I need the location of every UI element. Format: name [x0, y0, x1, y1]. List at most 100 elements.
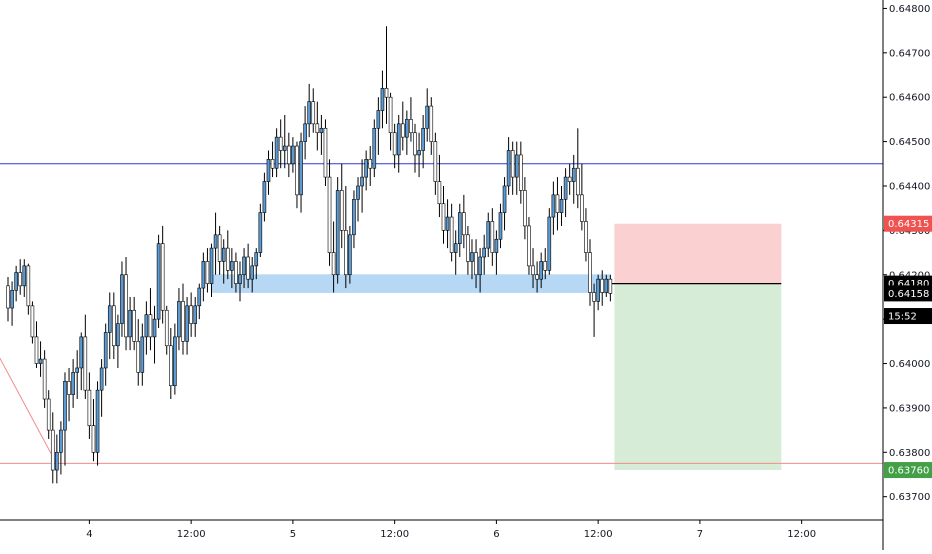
- candle-body: [201, 261, 206, 289]
- x-tick-label: 12:00: [177, 529, 206, 540]
- candle-body: [242, 256, 246, 276]
- candle-body: [462, 212, 466, 236]
- candle-body: [91, 425, 96, 453]
- candle-body: [348, 234, 352, 276]
- candle-body: [474, 252, 478, 276]
- candle-body: [575, 167, 580, 196]
- candle-body: [494, 238, 499, 253]
- candle-body: [34, 336, 39, 364]
- take-profit-zone: [614, 283, 782, 471]
- candle-body: [449, 216, 454, 253]
- candle-body: [470, 252, 474, 262]
- candles: [6, 26, 613, 484]
- candle-body: [498, 212, 503, 240]
- candle-body: [140, 336, 145, 373]
- candle-body: [396, 123, 401, 156]
- candle-body: [116, 323, 120, 347]
- candle-body: [563, 176, 568, 200]
- candle-body: [169, 345, 173, 387]
- trend-line: [0, 357, 54, 457]
- candle-body: [323, 127, 328, 178]
- price-tag-label: 0.63760: [888, 466, 929, 477]
- x-tick-label: 6: [493, 529, 499, 540]
- candle-body: [372, 127, 377, 169]
- price-tag: [884, 462, 932, 479]
- candle-body: [46, 398, 51, 431]
- candle-body: [181, 301, 185, 342]
- candle-body: [608, 278, 613, 294]
- price-tag-label: 0.64180: [888, 279, 929, 290]
- candle-body: [156, 243, 161, 320]
- candle-body: [205, 261, 210, 284]
- candle-body: [99, 367, 104, 391]
- candle-body: [189, 305, 193, 324]
- candle-body: [482, 247, 486, 258]
- candle-body: [42, 358, 47, 400]
- x-tick-label: 5: [290, 529, 296, 540]
- candle-body: [588, 252, 592, 293]
- candle-body: [571, 167, 576, 182]
- x-tick-label: 7: [697, 529, 703, 540]
- candle-body: [71, 372, 75, 395]
- candle-body: [547, 216, 552, 271]
- candle-body: [278, 136, 283, 151]
- candle-body: [339, 190, 344, 231]
- candle-body: [457, 212, 462, 244]
- price-tag: [884, 285, 932, 302]
- candle-body: [282, 145, 287, 151]
- candle-body: [425, 105, 430, 129]
- candle-body: [30, 305, 35, 338]
- candle-body: [230, 261, 234, 271]
- price-tag: [884, 308, 932, 325]
- candle-body: [551, 194, 556, 218]
- candle-body: [299, 141, 303, 196]
- candle-body: [360, 176, 364, 187]
- candle-body: [543, 261, 548, 271]
- candle-body: [128, 309, 132, 338]
- candle-body: [152, 318, 157, 338]
- candle-body: [262, 181, 267, 213]
- candle-body: [502, 185, 507, 213]
- candle-body: [384, 88, 389, 98]
- candle-body: [600, 278, 605, 293]
- candle-body: [596, 278, 600, 302]
- candle-body: [303, 123, 307, 142]
- candle-body: [144, 314, 149, 338]
- candle-body: [319, 127, 324, 134]
- y-tick-label: 0.64500: [889, 137, 930, 148]
- candle-body: [311, 101, 316, 125]
- candle-body: [238, 274, 242, 284]
- candle-body: [307, 101, 311, 125]
- candle-body: [87, 389, 92, 426]
- candle-body: [26, 265, 31, 307]
- candle-body: [604, 278, 609, 293]
- candle-body: [539, 261, 543, 280]
- candle-body: [107, 305, 112, 333]
- candle-body: [38, 358, 43, 364]
- candle-body: [295, 145, 299, 196]
- price-tag: [884, 215, 932, 232]
- candle-body: [14, 272, 18, 291]
- candle-body: [417, 150, 421, 156]
- price-tag-label: 0.64158: [888, 289, 929, 300]
- y-tick-label: 0.64400: [889, 181, 930, 192]
- x-tick-label: 12:00: [787, 529, 816, 540]
- candle-body: [164, 309, 169, 347]
- candle-body: [193, 305, 198, 324]
- candle-body: [274, 136, 279, 169]
- candle-body: [59, 429, 63, 453]
- candle-body: [83, 336, 88, 391]
- candle-body: [79, 336, 84, 369]
- candle-body: [120, 274, 124, 324]
- candle-body: [413, 132, 417, 156]
- candle-body: [103, 332, 108, 369]
- candle-body: [124, 274, 128, 338]
- candle-body: [136, 341, 141, 373]
- candle-body: [10, 289, 14, 309]
- candle-body: [506, 150, 511, 187]
- candle-body: [478, 256, 482, 276]
- support-zone: [211, 274, 611, 293]
- y-tick-label: 0.64000: [889, 359, 930, 370]
- candle-body: [409, 119, 413, 134]
